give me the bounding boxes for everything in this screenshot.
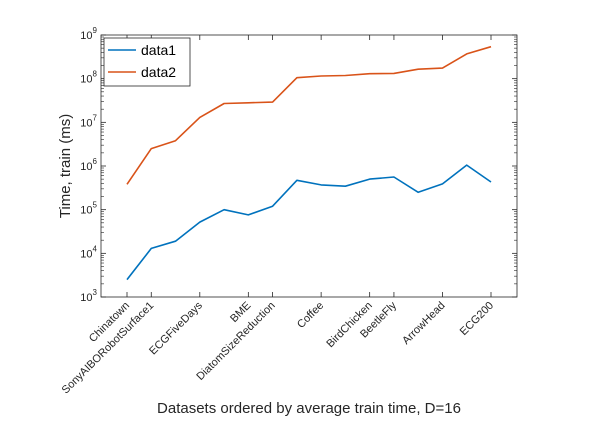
y-tick-label: 106 (80, 157, 97, 173)
x-axis-title: Datasets ordered by average train time, … (157, 400, 461, 417)
x-tick-label: ArrowHead (400, 300, 447, 347)
legend-box (103, 37, 191, 87)
legend: data1 data2 (103, 37, 191, 87)
legend-label-data2: data2 (141, 64, 176, 80)
x-tick-label: ECG200 (458, 300, 496, 338)
series-lines (126, 45, 492, 281)
x-tick-label: Coffee (295, 300, 326, 331)
y-tick-label: 108 (80, 70, 97, 86)
series-line-data1 (126, 164, 492, 281)
y-tick-label: 105 (80, 201, 97, 217)
y-tick-label: 103 (80, 288, 97, 304)
series-line-data2 (126, 45, 492, 185)
y-tick-label: 107 (80, 113, 97, 129)
y-axis-title: Time, train (ms) (57, 114, 74, 218)
plot-frame (100, 34, 518, 298)
y-tick-label: 104 (80, 244, 97, 260)
y-tick-label: 109 (80, 26, 97, 42)
legend-label-data1: data1 (141, 42, 176, 58)
